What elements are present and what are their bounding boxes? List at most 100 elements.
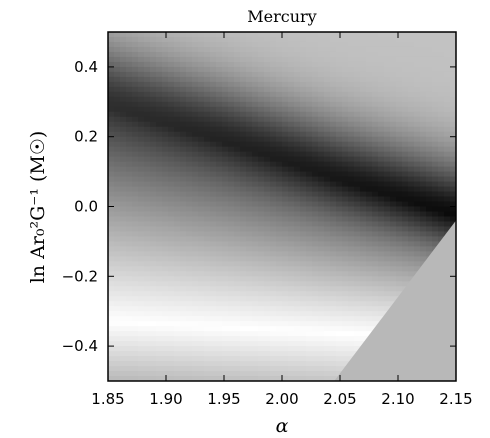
heatmap-cell [168, 131, 175, 138]
heatmap-cell [348, 156, 355, 163]
heatmap-cell [138, 376, 145, 381]
heatmap-cell [300, 331, 307, 337]
heatmap-cell [138, 306, 145, 312]
heatmap-cell [390, 121, 397, 128]
heatmap-cell [354, 61, 361, 68]
heatmap-cell [300, 61, 307, 68]
heatmap-cell [384, 96, 391, 103]
heatmap-cell [402, 61, 409, 68]
heatmap-cell [390, 161, 397, 168]
heatmap-cell [300, 81, 307, 88]
heatmap-cell [264, 291, 271, 297]
heatmap-cell [234, 36, 241, 43]
heatmap-cell [264, 71, 271, 78]
heatmap-cell [384, 146, 391, 153]
heatmap-cell [438, 206, 445, 213]
heatmap-cell [342, 276, 349, 282]
heatmap-cell [342, 261, 349, 267]
heatmap-cell [420, 201, 427, 208]
heatmap-cell [312, 196, 319, 203]
heatmap-cell [342, 71, 349, 78]
heatmap-cell [210, 221, 217, 228]
heatmap-cell [150, 291, 157, 297]
heatmap-cell [330, 206, 337, 213]
heatmap-cell [318, 371, 325, 377]
heatmap-cell [114, 41, 121, 48]
heatmap-cell [198, 266, 205, 272]
heatmap-cell [258, 251, 265, 257]
heatmap-cell [144, 76, 151, 83]
heatmap-cell [132, 46, 139, 53]
heatmap-cell [276, 216, 283, 223]
heatmap-cell [366, 176, 373, 183]
heatmap-cell [132, 281, 139, 287]
heatmap-cell [120, 196, 127, 203]
heatmap-cell [180, 341, 187, 347]
heatmap-cell [282, 251, 289, 257]
heatmap-cell [216, 256, 223, 262]
heatmap-cell [186, 161, 193, 168]
heatmap-cell [168, 51, 175, 58]
heatmap-cell [378, 241, 385, 247]
heatmap-cell [324, 221, 331, 228]
heatmap-cell [384, 166, 391, 173]
heatmap-cell [144, 166, 151, 173]
heatmap-cell [234, 61, 241, 68]
heatmap-cell [384, 51, 391, 58]
heatmap-cell [288, 186, 295, 193]
heatmap-cell [228, 301, 235, 307]
heatmap-cell [444, 71, 451, 78]
heatmap-cell [126, 111, 133, 118]
heatmap-cell [216, 221, 223, 228]
heatmap-cell [348, 186, 355, 193]
heatmap-cell [300, 241, 307, 247]
heatmap-cell [180, 176, 187, 183]
heatmap-cell [120, 211, 127, 218]
heatmap-cell [216, 186, 223, 193]
heatmap-cell [384, 136, 391, 143]
heatmap-cell [192, 331, 199, 337]
heatmap-cell [234, 311, 241, 317]
heatmap-cell [276, 81, 283, 88]
heatmap-cell [234, 66, 241, 73]
heatmap-cell [108, 201, 115, 208]
heatmap-cell [444, 36, 451, 43]
heatmap-cell [150, 366, 157, 372]
heatmap-cell [222, 276, 229, 282]
heatmap-cell [324, 231, 331, 238]
heatmap-cell [324, 71, 331, 78]
heatmap-cell [390, 261, 397, 267]
heatmap-cell [282, 216, 289, 223]
heatmap-cell [294, 231, 301, 238]
heatmap-cell [360, 56, 367, 63]
heatmap-cell [324, 146, 331, 153]
heatmap-cell [162, 121, 169, 128]
heatmap-cell [216, 226, 223, 233]
heatmap-cell [150, 141, 157, 148]
heatmap-cell [108, 196, 115, 203]
heatmap-cell [300, 76, 307, 83]
heatmap-cell [354, 301, 361, 307]
heatmap-cell [204, 131, 211, 138]
heatmap-cell [222, 32, 229, 38]
heatmap-cell [396, 236, 403, 242]
heatmap-cell [426, 206, 433, 213]
heatmap-cell [306, 171, 313, 178]
heatmap-cell [288, 111, 295, 118]
heatmap-cell [300, 306, 307, 312]
heatmap-cell [360, 151, 367, 158]
heatmap-cell [174, 116, 181, 123]
heatmap-cell [156, 231, 163, 238]
heatmap-cell [330, 141, 337, 148]
heatmap-cell [264, 146, 271, 153]
heatmap-cell [282, 51, 289, 58]
heatmap-cell [168, 41, 175, 48]
heatmap-cell [258, 116, 265, 123]
heatmap-cell [276, 336, 283, 342]
heatmap-cell [264, 271, 271, 277]
heatmap-cell [132, 356, 139, 362]
heatmap-cell [276, 346, 283, 352]
heatmap-cell [246, 216, 253, 223]
heatmap-cell [276, 101, 283, 108]
heatmap-cell [156, 126, 163, 133]
